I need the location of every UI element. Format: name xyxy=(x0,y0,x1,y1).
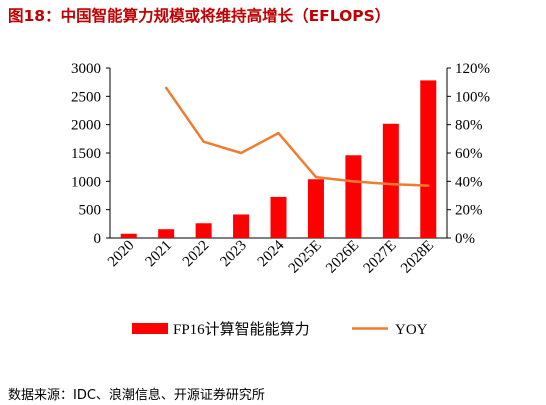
yoy-point xyxy=(164,86,168,90)
legend-line-label: YOY xyxy=(395,322,428,338)
y-right-tick-label: 0% xyxy=(455,231,475,247)
y-left-tick-label: 500 xyxy=(79,203,102,219)
x-tick-label: 2024 xyxy=(255,237,288,270)
source-note: 数据来源：IDC、浪潮信息、开源证券研究所 xyxy=(8,388,265,403)
bar xyxy=(233,214,250,238)
y-right-tick-label: 20% xyxy=(455,203,483,219)
legend-bar-swatch xyxy=(132,323,168,334)
bar xyxy=(307,179,324,238)
chart: 0 500 1000 1500 2000 2500 3000 0% 20% 40% 60% 80% 10… xyxy=(71,61,490,338)
y-right-tick-label: 120% xyxy=(455,61,490,77)
chart-title: 图18：中国智能算力规模或将维持高增长（EFLOPS） xyxy=(8,7,391,25)
x-tick-label: 2028E xyxy=(398,238,437,277)
y-left-tick-label: 2000 xyxy=(71,118,101,134)
bar xyxy=(345,155,362,238)
y-right-tick-label: 80% xyxy=(455,118,483,134)
x-tick-label: 2021 xyxy=(142,238,175,271)
bar xyxy=(382,123,399,238)
x-tick-label: 2020 xyxy=(105,238,138,271)
y-left-tick-label: 2500 xyxy=(71,89,101,105)
yoy-point xyxy=(239,151,243,155)
y-left-tick-label: 0 xyxy=(94,231,102,247)
bar xyxy=(270,196,287,238)
yoy-point xyxy=(314,175,318,179)
y-right-tick-label: 60% xyxy=(455,146,483,162)
x-tick-label: 2023 xyxy=(217,238,250,271)
y-right-tick-label: 100% xyxy=(455,89,490,105)
yoy-line xyxy=(165,87,429,187)
x-tick-label: 2026E xyxy=(323,238,362,277)
bar-series xyxy=(120,80,437,238)
x-tick-label: 2027E xyxy=(361,238,400,277)
yoy-point xyxy=(389,182,393,186)
y-left-tick-label: 1500 xyxy=(71,146,101,162)
yoy-point xyxy=(202,140,205,143)
yoy-point xyxy=(277,131,280,135)
bar xyxy=(195,223,212,238)
bar xyxy=(120,233,137,238)
y-right-tick-label: 40% xyxy=(455,174,483,190)
x-tick-label: 2022 xyxy=(180,238,213,271)
bar xyxy=(420,80,437,238)
y-left-tick-label: 1000 xyxy=(71,174,101,190)
axes: 0 500 1000 1500 2000 2500 3000 0% 20% 40% 60% 80% 10… xyxy=(71,61,490,247)
y-left-tick-label: 3000 xyxy=(71,61,101,77)
x-tick-label: 2025E xyxy=(286,238,325,277)
legend: FP16计算智能能算力 YOY xyxy=(132,320,428,338)
yoy-point xyxy=(352,180,355,183)
line-series xyxy=(164,86,430,187)
bar xyxy=(158,229,175,238)
yoy-point xyxy=(427,184,430,187)
legend-bar-label: FP16计算智能能算力 xyxy=(173,320,310,338)
